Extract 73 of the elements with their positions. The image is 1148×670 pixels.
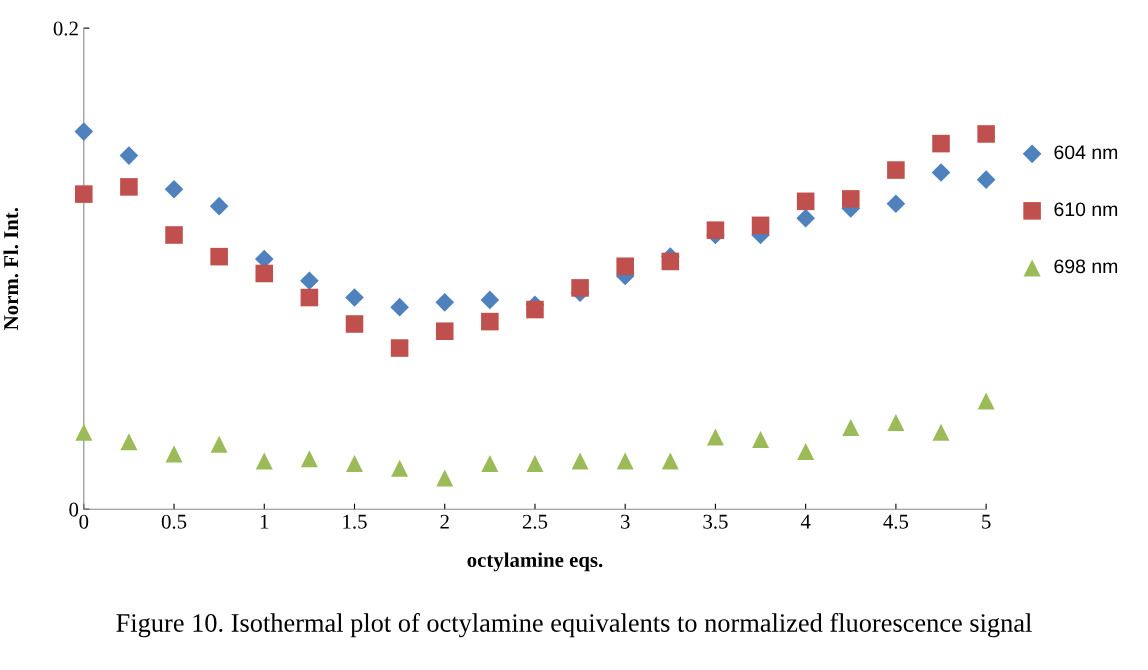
- point: [616, 452, 634, 470]
- x-tick-label: 1: [260, 514, 269, 529]
- point: [796, 192, 815, 211]
- x-tick-label: 4: [800, 514, 811, 529]
- point: [842, 190, 860, 208]
- point: [255, 452, 273, 470]
- point: [209, 196, 229, 216]
- caption: Figure 10. Isothermal plot of octylamine equivalents to normalized fluorescence signal: [116, 613, 1032, 638]
- point: [526, 454, 544, 472]
- point: [120, 433, 138, 451]
- point: [164, 179, 184, 199]
- point: [345, 288, 364, 307]
- x-tick-label: 0: [79, 514, 89, 529]
- point: [931, 163, 951, 182]
- point: [346, 454, 364, 472]
- x-axis-title: octylamine eqs.: [467, 552, 603, 572]
- point: [706, 428, 724, 446]
- point: [75, 185, 93, 203]
- point: [436, 469, 454, 487]
- x-tick-label: 1.5: [343, 514, 367, 529]
- point: [796, 208, 815, 228]
- point: [616, 257, 634, 276]
- point: [435, 322, 454, 340]
- point: [481, 312, 499, 331]
- point: [75, 423, 93, 441]
- point: [977, 125, 995, 143]
- point: [74, 122, 94, 141]
- point: [751, 216, 770, 235]
- point: [120, 178, 138, 196]
- point: [165, 445, 183, 463]
- legend-label: 698 nm: [1054, 259, 1118, 274]
- x-tick-label: 4.5: [883, 514, 909, 529]
- point: [526, 300, 544, 319]
- point: [390, 339, 409, 357]
- point: [210, 247, 228, 266]
- point: [435, 293, 455, 312]
- point: [661, 252, 680, 271]
- x-tick-label: 3.5: [703, 514, 728, 529]
- point: [255, 264, 274, 283]
- x-tick-label: 3: [620, 514, 630, 529]
- point: [571, 279, 589, 297]
- y-axis-title: Norm. Fl. Int.: [3, 207, 19, 330]
- point: [571, 452, 589, 470]
- point: [887, 161, 905, 179]
- point: [932, 134, 950, 153]
- point: [977, 392, 995, 410]
- x-tick-label: 2: [440, 514, 449, 529]
- point: [481, 454, 499, 472]
- point: [165, 226, 183, 244]
- point: [752, 430, 770, 448]
- point: [391, 459, 409, 477]
- point: [345, 315, 364, 333]
- x-tick-label: 2.5: [522, 514, 548, 529]
- point: [300, 450, 318, 468]
- point: [887, 414, 905, 432]
- point: [842, 418, 860, 436]
- point: [797, 442, 815, 460]
- legend-label: 610 nm: [1054, 202, 1118, 217]
- point: [932, 423, 950, 441]
- x-tick-label: 5: [982, 514, 991, 529]
- point: [210, 435, 228, 453]
- point: [706, 221, 725, 239]
- point: [390, 297, 409, 317]
- point: [119, 146, 139, 165]
- point: [300, 288, 319, 307]
- point: [300, 271, 319, 291]
- point: [976, 170, 996, 189]
- x-tick-label: 0.5: [161, 514, 187, 529]
- point: [480, 290, 500, 310]
- point: [661, 452, 679, 470]
- point: [886, 194, 906, 214]
- legend-label: 604 nm: [1054, 145, 1118, 160]
- y-tick-label: 0.2: [53, 21, 78, 36]
